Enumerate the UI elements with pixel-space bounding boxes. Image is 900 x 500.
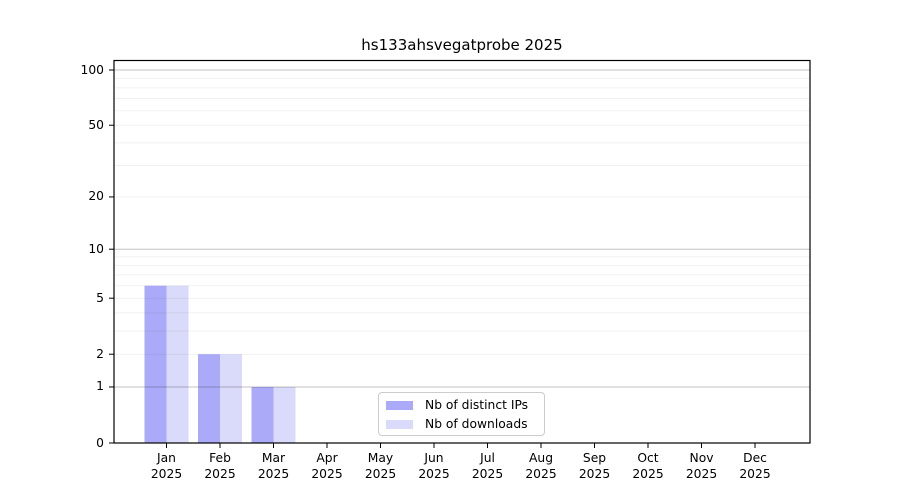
- x-tick-label-oct: Oct 2025: [618, 450, 678, 482]
- x-tick-month: Nov: [689, 451, 714, 465]
- x-tick-month: Jul: [480, 451, 495, 465]
- y-tick-label-1: 1: [96, 379, 104, 394]
- x-tick-month: Dec: [743, 451, 767, 465]
- legend-label-downloads: Nb of downloads: [425, 417, 528, 431]
- x-tick-month: Jan: [157, 451, 176, 465]
- y-tick-label-20: 20: [88, 189, 104, 204]
- x-tick-label-aug: Aug 2025: [511, 450, 571, 482]
- y-tick-label-100: 100: [80, 62, 104, 77]
- x-tick-year: 2025: [150, 467, 183, 481]
- legend-item-distinct-ips: Nb of distinct IPs: [379, 396, 544, 415]
- x-tick-month: May: [367, 451, 394, 465]
- x-tick-label-feb: Feb 2025: [190, 450, 250, 482]
- x-tick-label-sep: Sep 2025: [565, 450, 625, 482]
- x-tick-year: 2025: [418, 467, 450, 481]
- x-tick-label-may: May 2025: [351, 450, 411, 482]
- x-tick-label-mar: Mar 2025: [244, 450, 304, 482]
- x-tick-year: 2025: [311, 467, 343, 481]
- bar-nb-of-downloads-feb: [220, 354, 242, 443]
- legend-swatch-downloads-icon: [386, 420, 413, 429]
- chart-title: hs133ahsvegatprobe 2025: [361, 36, 563, 54]
- x-tick-month: Apr: [316, 451, 338, 465]
- y-tick-label-50: 50: [88, 117, 104, 132]
- x-tick-year: 2025: [739, 467, 771, 481]
- x-tick-month: Aug: [528, 451, 553, 465]
- x-tick-year: 2025: [471, 467, 504, 481]
- x-tick-month: Oct: [637, 451, 659, 465]
- x-tick-label-jun: Jun 2025: [404, 450, 464, 482]
- legend: Nb of distinct IPs Nb of downloads: [378, 392, 545, 436]
- x-tick-year: 2025: [578, 467, 611, 481]
- x-tick-year: 2025: [685, 467, 718, 481]
- x-tick-year: 2025: [364, 467, 397, 481]
- x-tick-label-apr: Apr 2025: [297, 450, 357, 482]
- y-tick-label-5: 5: [96, 290, 104, 305]
- x-tick-label-dec: Dec 2025: [725, 450, 785, 482]
- x-tick-label-jan: Jan 2025: [137, 450, 197, 482]
- x-tick-label-jul: Jul 2025: [458, 450, 518, 482]
- x-tick-year: 2025: [632, 467, 664, 481]
- bar-nb-of-downloads-jan: [166, 285, 189, 443]
- y-tick-label-10: 10: [88, 241, 104, 256]
- x-tick-month: Feb: [209, 451, 231, 465]
- x-tick-month: Mar: [261, 451, 286, 465]
- y-tick-label-0: 0: [96, 435, 104, 450]
- legend-swatch-distinct-ips-icon: [386, 401, 413, 410]
- bar-nb-of-distinct-ips-mar: [251, 386, 274, 443]
- x-tick-year: 2025: [257, 467, 290, 481]
- y-tick-label-2: 2: [96, 346, 104, 361]
- legend-label-distinct-ips: Nb of distinct IPs: [425, 398, 529, 412]
- axes-spines: [113, 59, 811, 444]
- x-tick-month: Jun: [424, 451, 444, 465]
- x-tick-year: 2025: [204, 467, 236, 481]
- x-tick-month: Sep: [582, 451, 607, 465]
- x-tick-label-nov: Nov 2025: [672, 450, 732, 482]
- legend-item-downloads: Nb of downloads: [379, 415, 544, 434]
- x-tick-year: 2025: [525, 467, 557, 481]
- bar-nb-of-distinct-ips-jan: [144, 285, 167, 443]
- bar-nb-of-downloads-mar: [273, 386, 296, 443]
- bar-nb-of-distinct-ips-feb: [198, 354, 220, 443]
